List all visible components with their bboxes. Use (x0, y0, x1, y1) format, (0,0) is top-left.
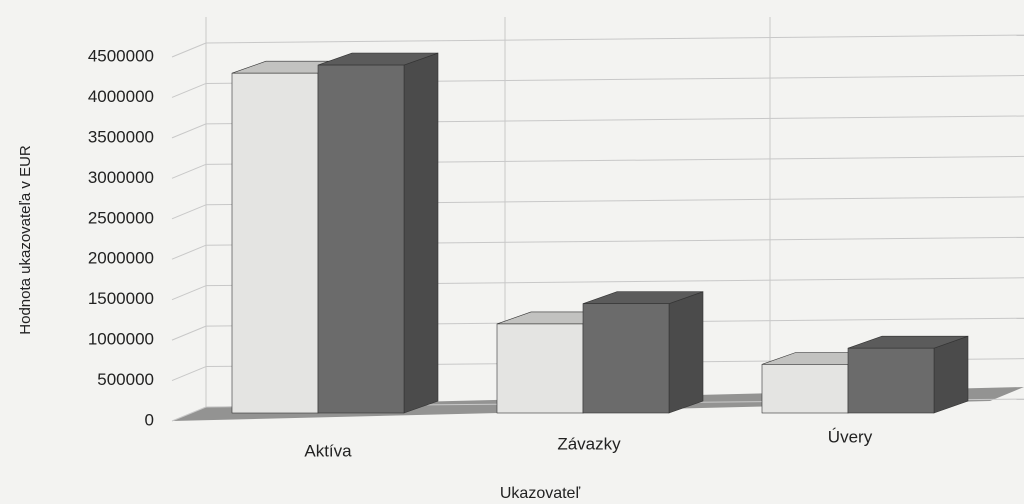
grid-line (171, 406, 207, 422)
y-axis-label: Hodnota ukazovateľa v EUR (17, 145, 34, 335)
y-tick-label: 1500000 (88, 289, 154, 308)
grid-line (171, 325, 207, 341)
bar-front (847, 347, 935, 414)
x-tick-label: Úvery (828, 427, 873, 446)
x-tick-label: Aktíva (304, 441, 352, 460)
grid-line (171, 204, 207, 220)
bar-side (403, 52, 439, 414)
bar-front (761, 364, 849, 414)
grid-line (171, 285, 207, 301)
y-tick-label: 2000000 (88, 249, 154, 268)
y-tick-label: 2500000 (88, 208, 154, 227)
bar-front (317, 64, 405, 414)
bar-front (582, 303, 670, 414)
x-axis-label: Ukazovateľ (500, 485, 581, 502)
grid-line (171, 163, 207, 179)
bar (847, 335, 969, 414)
grid-line (171, 42, 207, 58)
y-tick-label: 1000000 (88, 330, 154, 349)
grid-line (171, 123, 207, 139)
bar (582, 291, 704, 414)
y-tick-label: 500000 (97, 370, 154, 389)
grid-line (171, 366, 207, 382)
grid-line (171, 244, 207, 260)
y-tick-label: 3500000 (88, 127, 154, 146)
grid-line (171, 82, 207, 98)
y-tick-label: 4000000 (88, 87, 154, 106)
y-tick-label: 3000000 (88, 168, 154, 187)
y-tick-label: 4500000 (88, 46, 154, 65)
bar (317, 52, 439, 414)
grid-line (205, 34, 1024, 44)
bar-front (231, 72, 319, 414)
y-tick-label: 0 (145, 410, 154, 429)
bar-front (496, 323, 584, 414)
bar-side (933, 335, 969, 414)
x-tick-label: Závazky (557, 434, 621, 453)
bar-side (668, 291, 704, 414)
